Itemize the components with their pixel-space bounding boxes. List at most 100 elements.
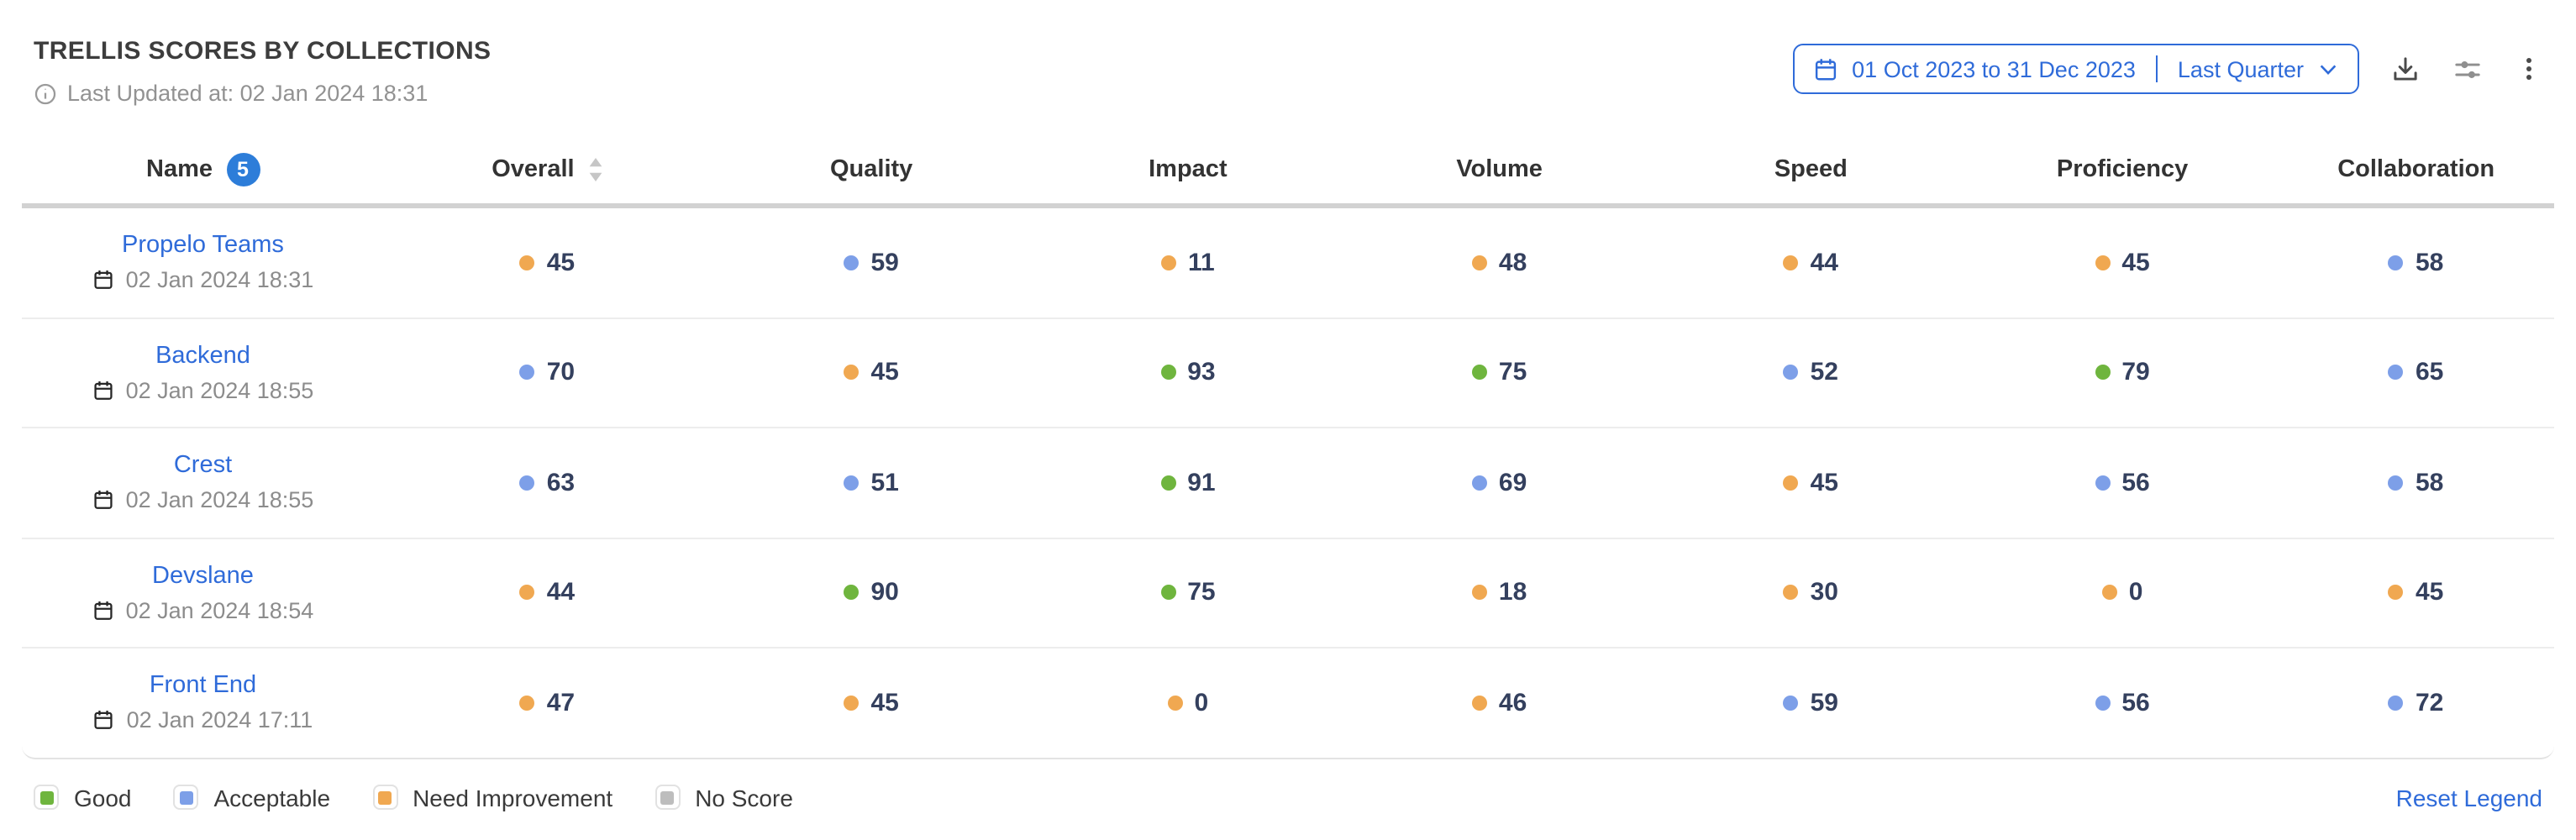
kebab-menu-icon[interactable]	[2512, 52, 2546, 86]
score-value: 47	[546, 688, 576, 717]
chevron-down-icon	[2317, 58, 2339, 80]
calendar-icon	[93, 710, 115, 732]
header-left: TRELLIS SCORES BY COLLECTIONS Last Updat…	[34, 37, 491, 106]
score-value: 90	[870, 578, 899, 607]
score-value: 93	[1187, 358, 1216, 387]
score-value: 51	[870, 468, 899, 497]
picker-divider	[2155, 55, 2158, 82]
score-cell-quality: 51	[711, 469, 1033, 497]
column-header-proficiency: Proficiency	[1967, 156, 2279, 183]
timestamp-text: 02 Jan 2024 18:55	[125, 487, 314, 513]
score-cell-volume: 75	[1343, 359, 1655, 387]
legend-item-good[interactable]: Good	[34, 784, 132, 811]
score-cell-proficiency: 56	[1967, 689, 2279, 717]
score-value: 58	[2415, 248, 2444, 277]
score-status-dot	[1167, 695, 1183, 711]
score-status-dot	[519, 695, 535, 711]
calendar-icon	[92, 600, 114, 622]
table-row-crest: Crest 02 Jan 2024 18:55 63 51 91 69 45 56 58	[22, 428, 2554, 538]
legend-item-acceptable[interactable]: Acceptable	[173, 784, 331, 811]
score-value: 65	[2415, 358, 2444, 387]
score-value: 75	[1498, 358, 1527, 387]
score-cell-proficiency: 79	[1967, 359, 2279, 387]
score-status-dot	[1160, 585, 1176, 601]
column-label: Quality	[830, 156, 913, 183]
table-header-row: Name 5 Overall Quality Impact Volume Speed Prof…	[22, 136, 2554, 203]
score-cell-impact: 93	[1033, 359, 1344, 387]
date-range-text: 01 Oct 2023 to 31 Dec 2023	[1852, 56, 2136, 81]
score-status-dot	[2388, 255, 2404, 270]
score-status-dot	[1783, 475, 1799, 491]
score-value: 91	[1187, 468, 1216, 497]
score-value: 72	[2415, 688, 2444, 717]
date-range-picker[interactable]: 01 Oct 2023 to 31 Dec 2023 Last Quarter	[1793, 44, 2359, 94]
score-status-dot	[844, 475, 860, 491]
column-header-overall[interactable]: Overall	[384, 156, 711, 183]
reset-legend-link[interactable]: Reset Legend	[2395, 784, 2542, 811]
score-status-dot	[1161, 255, 1177, 270]
timestamp-text: 02 Jan 2024 18:31	[125, 267, 314, 293]
score-value: 63	[546, 468, 576, 497]
score-status-dot	[2095, 695, 2111, 711]
sort-icon[interactable]	[588, 158, 603, 181]
score-cell-speed: 45	[1655, 469, 1967, 497]
score-status-dot	[1783, 365, 1799, 381]
score-value: 44	[1810, 248, 1838, 277]
score-status-dot	[519, 255, 535, 270]
legend-label: Acceptable	[213, 784, 331, 811]
calendar-icon	[92, 490, 114, 512]
collection-link-backend[interactable]: Backend	[155, 342, 250, 370]
score-status-dot	[2388, 475, 2404, 491]
score-value: 69	[1498, 468, 1527, 497]
score-cell-overall: 63	[384, 469, 711, 497]
filter-settings-icon[interactable]	[2450, 52, 2484, 86]
legend-item-need-improvement[interactable]: Need Improvement	[372, 784, 612, 811]
name-cell: Propelo Teams 02 Jan 2024 18:31	[22, 233, 384, 293]
header-controls: 01 Oct 2023 to 31 Dec 2023 Last Quarter	[1793, 44, 2546, 94]
collection-link-crest[interactable]: Crest	[173, 452, 233, 480]
column-header-speed: Speed	[1655, 156, 1967, 183]
legend-item-no-score[interactable]: No Score	[655, 784, 793, 811]
page-title: TRELLIS SCORES BY COLLECTIONS	[34, 37, 492, 66]
score-value: 58	[2415, 468, 2444, 497]
score-value: 44	[546, 578, 576, 607]
score-cell-collaboration: 45	[2278, 579, 2554, 607]
score-status-dot	[1471, 695, 1487, 711]
score-cell-volume: 46	[1343, 689, 1655, 717]
score-cell-quality: 59	[711, 249, 1033, 277]
score-cell-overall: 47	[384, 689, 711, 717]
column-header-impact: Impact	[1033, 156, 1344, 183]
info-icon	[34, 81, 57, 105]
legend-label: Good	[74, 784, 132, 811]
score-status-dot	[2388, 695, 2404, 711]
score-cell-volume: 18	[1343, 579, 1655, 607]
score-cell-volume: 48	[1343, 249, 1655, 277]
collection-link-propelo-teams[interactable]: Propelo Teams	[122, 232, 284, 260]
legend-bar: Good Acceptable Need Improvement No Score R…	[34, 784, 2542, 811]
last-updated: Last Updated at: 02 Jan 2024 18:31	[34, 81, 491, 106]
score-cell-speed: 44	[1655, 249, 1967, 277]
row-updated-timestamp: 02 Jan 2024 18:55	[92, 378, 313, 403]
download-icon[interactable]	[2388, 52, 2421, 86]
score-cell-impact: 0	[1033, 689, 1344, 717]
score-cell-overall: 44	[384, 579, 711, 607]
score-value: 70	[546, 358, 576, 387]
score-value: 46	[1498, 688, 1527, 717]
collection-link-devslane[interactable]: Devslane	[152, 562, 254, 590]
score-status-dot	[2095, 255, 2111, 270]
score-cell-impact: 75	[1033, 579, 1344, 607]
legend-items: Good Acceptable Need Improvement No Score	[34, 784, 793, 811]
score-cell-speed: 59	[1655, 689, 1967, 717]
column-header-collaboration: Collaboration	[2278, 156, 2554, 183]
score-value: 45	[870, 358, 899, 387]
score-cell-proficiency: 45	[1967, 249, 2279, 277]
column-label: Volume	[1456, 156, 1543, 183]
score-value: 79	[2121, 358, 2150, 387]
legend-color-chip	[173, 785, 199, 810]
score-status-dot	[519, 365, 535, 381]
collection-link-front-end[interactable]: Front End	[149, 672, 257, 700]
score-value: 75	[1187, 578, 1216, 607]
score-status-dot	[2095, 365, 2111, 381]
row-updated-timestamp: 02 Jan 2024 18:31	[92, 267, 314, 293]
score-cell-overall: 70	[384, 359, 711, 387]
